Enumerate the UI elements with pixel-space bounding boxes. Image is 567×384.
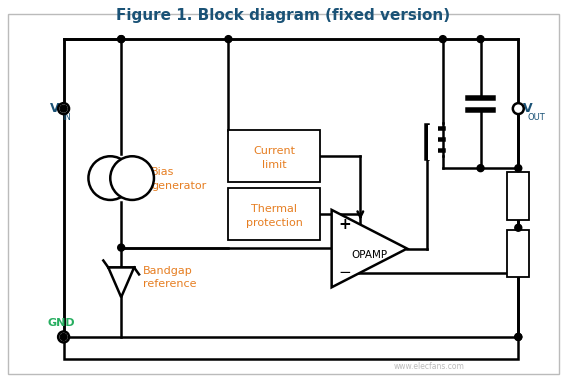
Text: limit: limit (262, 160, 286, 170)
Text: Bias: Bias (151, 167, 174, 177)
Circle shape (515, 333, 522, 341)
Circle shape (515, 165, 522, 172)
Text: Current: Current (253, 146, 295, 156)
Text: Thermal: Thermal (251, 204, 297, 214)
Bar (428, 126, 438, 160)
Circle shape (118, 36, 125, 43)
Circle shape (60, 333, 67, 341)
Circle shape (110, 156, 154, 200)
Text: OPAMP: OPAMP (352, 250, 387, 260)
Text: V: V (523, 102, 533, 115)
Circle shape (439, 36, 446, 43)
Bar (229, 188, 320, 240)
Circle shape (477, 165, 484, 172)
Circle shape (58, 331, 69, 343)
Polygon shape (332, 210, 407, 287)
Text: GND: GND (48, 318, 75, 328)
Circle shape (513, 103, 524, 114)
Text: protection: protection (246, 218, 303, 228)
Text: V: V (50, 102, 60, 115)
Text: −: − (338, 265, 351, 280)
Circle shape (118, 244, 125, 251)
Circle shape (515, 333, 522, 341)
Bar (507, 172, 529, 220)
Text: Bandgap: Bandgap (143, 266, 193, 276)
Polygon shape (108, 267, 134, 297)
Text: generator: generator (151, 181, 206, 191)
Circle shape (58, 103, 69, 114)
Text: IN: IN (62, 113, 71, 122)
Text: OUT: OUT (527, 113, 545, 122)
Circle shape (60, 105, 67, 112)
Text: reference: reference (143, 279, 197, 289)
Circle shape (477, 36, 484, 43)
Text: +: + (338, 217, 351, 232)
Circle shape (88, 156, 132, 200)
Circle shape (118, 36, 125, 43)
Bar (507, 230, 529, 277)
Circle shape (515, 224, 522, 231)
Text: Figure 1. Block diagram (fixed version): Figure 1. Block diagram (fixed version) (116, 8, 451, 23)
Bar (64, 39, 518, 359)
Circle shape (225, 36, 232, 43)
Bar (229, 131, 320, 182)
Text: www.elecfans.com: www.elecfans.com (393, 362, 464, 371)
